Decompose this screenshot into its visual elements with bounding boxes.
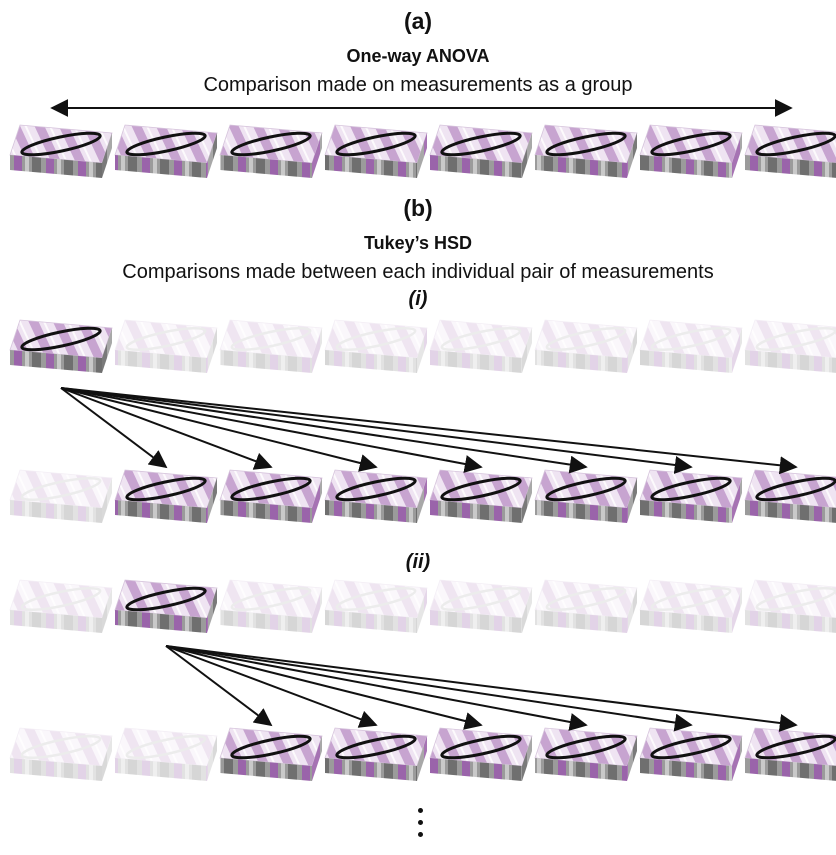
measurement-tile-a-5 bbox=[429, 124, 533, 178]
measurement-tile-ii-bot-7 bbox=[639, 727, 743, 781]
pairwise-arrow-i-1-to-7 bbox=[60, 387, 693, 474]
measurement-tile-a-4 bbox=[324, 124, 428, 178]
measurement-tile-i-bot-7 bbox=[639, 469, 743, 523]
panel-a-description: Comparison made on measurements as a gro… bbox=[203, 74, 633, 96]
measurement-tile-i-top-8 bbox=[744, 319, 836, 373]
pairwise-arrow-ii-2-to-4 bbox=[165, 645, 378, 728]
pairwise-arrows bbox=[60, 387, 798, 732]
measurement-tile-a-1 bbox=[9, 124, 113, 178]
measurement-tile-ii-top-4 bbox=[324, 579, 428, 633]
panel-b-title: Tukey’s HSD bbox=[363, 233, 473, 253]
continuation-ellipsis bbox=[418, 808, 424, 844]
measurement-tile-ii-top-7 bbox=[639, 579, 743, 633]
measurement-tile-ii-top-3 bbox=[219, 579, 323, 633]
measurement-tile-a-2 bbox=[114, 124, 218, 178]
pairwise-arrow-ii-2-to-7 bbox=[165, 645, 693, 732]
measurement-tile-ii-top-5 bbox=[429, 579, 533, 633]
measurement-tile-ii-top-2 bbox=[114, 579, 218, 633]
measurement-tile-i-bot-6 bbox=[534, 469, 638, 523]
subpanel-ii-label: (ii) bbox=[405, 551, 431, 573]
measurement-tile-i-top-1 bbox=[9, 319, 113, 373]
measurement-tile-ii-bot-1 bbox=[9, 727, 113, 781]
measurement-tile-ii-bot-5 bbox=[429, 727, 533, 781]
measurement-tile-i-bot-4 bbox=[324, 469, 428, 523]
pairwise-arrow-i-1-to-5 bbox=[60, 387, 483, 473]
measurement-tile-ii-bot-3 bbox=[219, 727, 323, 781]
measurement-tile-i-bot-3 bbox=[219, 469, 323, 523]
measurement-tile-i-top-7 bbox=[639, 319, 743, 373]
measurement-tile-i-top-2 bbox=[114, 319, 218, 373]
measurement-tile-ii-top-1 bbox=[9, 579, 113, 633]
measurement-tile-ii-top-6 bbox=[534, 579, 638, 633]
panel-a-title: One-way ANOVA bbox=[346, 46, 490, 66]
pairwise-arrow-i-1-to-8 bbox=[60, 387, 798, 475]
panel-a-label: (a) bbox=[403, 8, 433, 34]
panel-b-label: (b) bbox=[403, 195, 433, 221]
measurement-tile-a-3 bbox=[219, 124, 323, 178]
measurement-tile-i-top-6 bbox=[534, 319, 638, 373]
subpanel-i-label: (i) bbox=[408, 288, 428, 310]
measurement-tile-i-top-5 bbox=[429, 319, 533, 373]
measurement-tile-i-bot-2 bbox=[114, 469, 218, 523]
measurement-tile-ii-bot-8 bbox=[744, 727, 836, 781]
measurement-tiles bbox=[9, 124, 836, 781]
pairwise-arrow-i-1-to-2 bbox=[60, 387, 168, 469]
pairwise-arrow-i-1-to-6 bbox=[60, 387, 588, 474]
measurement-tile-i-bot-5 bbox=[429, 469, 533, 523]
measurement-tile-ii-bot-6 bbox=[534, 727, 638, 781]
pairwise-arrow-ii-2-to-6 bbox=[165, 645, 588, 731]
measurement-tile-ii-top-8 bbox=[744, 579, 836, 633]
measurement-tile-a-7 bbox=[639, 124, 743, 178]
measurement-tile-a-8 bbox=[744, 124, 836, 178]
measurement-tile-i-bot-8 bbox=[744, 469, 836, 523]
pairwise-arrow-ii-2-to-3 bbox=[165, 645, 273, 727]
pairwise-arrow-ii-2-to-5 bbox=[165, 645, 483, 730]
panel-b-description: Comparisons made between each individual… bbox=[122, 261, 714, 283]
measurement-tile-i-bot-1 bbox=[9, 469, 113, 523]
measurement-tile-i-top-4 bbox=[324, 319, 428, 373]
measurement-tile-ii-bot-2 bbox=[114, 727, 218, 781]
measurement-tile-ii-bot-4 bbox=[324, 727, 428, 781]
pairwise-arrow-ii-2-to-8 bbox=[165, 645, 798, 732]
pairwise-arrow-i-1-to-4 bbox=[60, 387, 378, 472]
pairwise-arrow-i-1-to-3 bbox=[60, 387, 273, 470]
measurement-tile-i-top-3 bbox=[219, 319, 323, 373]
measurement-tile-a-6 bbox=[534, 124, 638, 178]
